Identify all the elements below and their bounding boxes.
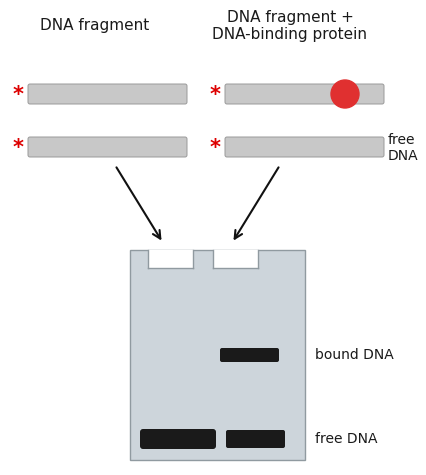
Text: *: *	[210, 138, 221, 158]
FancyBboxPatch shape	[28, 137, 187, 157]
Text: DNA fragment: DNA fragment	[40, 18, 150, 33]
FancyBboxPatch shape	[225, 137, 384, 157]
Text: *: *	[210, 85, 221, 105]
FancyBboxPatch shape	[28, 84, 187, 104]
Bar	[213, 250, 258, 268]
Text: free DNA: free DNA	[315, 432, 377, 446]
Bar	[148, 250, 193, 268]
FancyBboxPatch shape	[220, 348, 279, 362]
Text: free
DNA: free DNA	[388, 133, 419, 163]
Bar	[130, 250, 305, 460]
Text: bound DNA: bound DNA	[315, 348, 394, 362]
Text: *: *	[12, 138, 23, 158]
FancyBboxPatch shape	[140, 429, 216, 449]
FancyBboxPatch shape	[226, 430, 285, 448]
Circle shape	[331, 80, 359, 108]
Text: *: *	[12, 85, 23, 105]
Text: DNA fragment +
DNA-binding protein: DNA fragment + DNA-binding protein	[213, 10, 368, 42]
FancyBboxPatch shape	[225, 84, 384, 104]
